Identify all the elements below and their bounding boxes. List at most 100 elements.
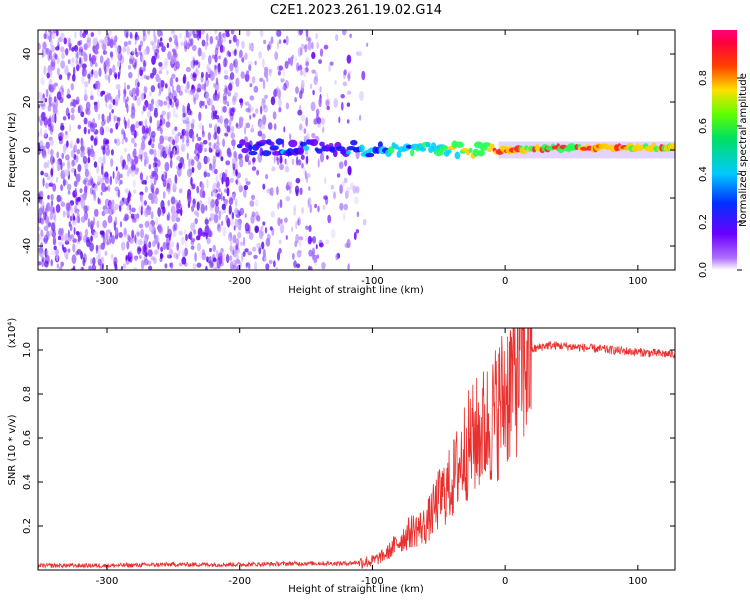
noise-blob xyxy=(269,69,272,77)
noise-blob xyxy=(341,101,344,111)
noise-blob xyxy=(214,93,220,101)
noise-blob xyxy=(72,158,77,166)
noise-blob xyxy=(197,83,202,92)
noise-blob xyxy=(252,113,256,118)
noise-blob xyxy=(112,170,115,180)
noise-blob xyxy=(92,37,98,46)
noise-blob xyxy=(225,160,231,166)
noise-blob xyxy=(52,157,56,164)
noise-blob xyxy=(283,126,286,133)
noise-blob xyxy=(235,245,239,251)
noise-blob xyxy=(115,176,118,185)
noise-blob xyxy=(150,211,154,220)
noise-blob xyxy=(131,229,135,239)
noise-blob xyxy=(194,252,197,262)
noise-blob xyxy=(305,155,309,164)
noise-blob xyxy=(225,176,230,187)
noise-blob xyxy=(125,255,128,261)
noise-blob xyxy=(305,156,308,166)
noise-blob xyxy=(291,54,295,60)
noise-blob xyxy=(107,215,113,224)
noise-blob xyxy=(122,46,127,53)
ridge-blob xyxy=(309,139,319,147)
noise-blob xyxy=(259,30,264,37)
noise-blob xyxy=(106,240,109,246)
noise-blob xyxy=(172,182,177,190)
noise-blob xyxy=(70,61,75,68)
noise-blob xyxy=(147,30,151,35)
noise-blob xyxy=(256,169,259,176)
noise-blob xyxy=(126,240,130,250)
noise-blob xyxy=(191,159,195,166)
noise-blob xyxy=(94,184,98,192)
noise-blob xyxy=(200,203,206,214)
noise-blob xyxy=(222,252,226,262)
noise-blob xyxy=(83,93,88,102)
noise-blob xyxy=(342,30,347,36)
y-tick-label: 0.6 xyxy=(22,430,33,446)
noise-blob xyxy=(304,67,309,73)
noise-blob xyxy=(90,258,93,265)
noise-blob xyxy=(204,147,207,153)
noise-blob xyxy=(186,105,189,114)
noise-blob xyxy=(72,220,77,226)
noise-blob xyxy=(300,114,306,122)
noise-blob xyxy=(266,76,269,83)
figure-title: C2E1.2023.261.19.02.G14 xyxy=(270,3,442,18)
noise-blob xyxy=(308,225,312,232)
noise-blob xyxy=(148,241,152,249)
noise-blob xyxy=(206,32,209,43)
noise-blob xyxy=(104,208,109,214)
noise-blob xyxy=(233,49,237,57)
noise-blob xyxy=(256,242,262,249)
noise-blob xyxy=(297,30,303,36)
noise-blob xyxy=(248,42,252,51)
noise-blob xyxy=(322,204,326,210)
noise-blob xyxy=(241,252,244,262)
noise-blob xyxy=(295,233,300,244)
colorbar-tick-label: 0.8 xyxy=(698,70,709,86)
noise-blob xyxy=(179,85,184,92)
noise-blob xyxy=(277,217,281,227)
noise-blob xyxy=(339,202,344,211)
noise-blob xyxy=(66,94,71,99)
noise-blob xyxy=(53,52,57,59)
noise-blob xyxy=(232,60,236,68)
noise-blob xyxy=(87,148,91,158)
noise-blob xyxy=(184,247,188,257)
noise-blob xyxy=(99,264,103,270)
noise-blob xyxy=(120,128,125,136)
noise-blob xyxy=(231,157,237,164)
noise-blob xyxy=(85,101,91,111)
noise-blob xyxy=(76,52,79,59)
noise-blob xyxy=(212,161,216,170)
noise-blob xyxy=(108,30,112,36)
noise-blob xyxy=(279,224,285,234)
noise-blob xyxy=(113,72,118,78)
noise-blob xyxy=(38,226,41,231)
noise-blob xyxy=(197,227,203,237)
noise-blob xyxy=(169,77,174,87)
noise-blob xyxy=(185,66,191,73)
noise-blob xyxy=(232,234,237,244)
noise-blob xyxy=(174,113,179,119)
noise-blob xyxy=(41,152,47,159)
noise-blob xyxy=(276,88,282,99)
noise-blob xyxy=(269,226,273,231)
noise-blob xyxy=(95,80,99,89)
noise-blob xyxy=(224,100,229,105)
noise-blob xyxy=(95,244,99,251)
noise-blob xyxy=(308,249,313,257)
x-tick-label: 100 xyxy=(628,276,647,287)
noise-blob xyxy=(303,128,307,134)
noise-blob xyxy=(191,86,196,93)
noise-blob xyxy=(264,94,268,99)
noise-blob xyxy=(243,236,246,247)
noise-blob xyxy=(300,69,303,76)
noise-blob xyxy=(84,88,87,96)
noise-blob xyxy=(39,119,43,126)
ridge-blob xyxy=(365,152,375,158)
noise-blob xyxy=(178,165,182,170)
noise-blob xyxy=(128,235,131,243)
noise-blob xyxy=(125,200,129,206)
